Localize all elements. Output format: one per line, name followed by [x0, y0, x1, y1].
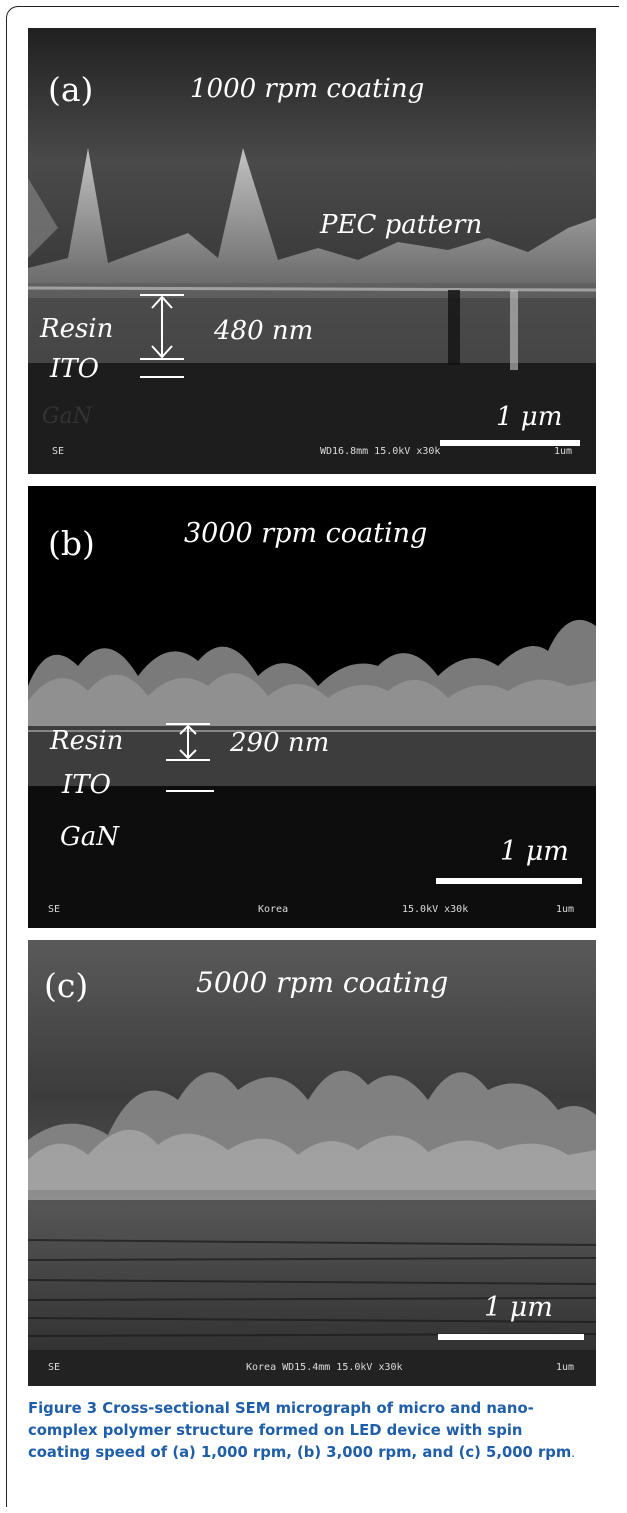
panel-a-pattern-annotation: PEC pattern [320, 210, 483, 240]
panel-c-title: 5000 rpm coating [196, 966, 449, 999]
panel-b-label: (b) [48, 524, 95, 563]
panel-b-thickness-arrow [166, 723, 210, 761]
sem-panel-c: (c) 5000 rpm coating 1 μm SE Korea WD15.… [28, 940, 596, 1386]
panel-a-sem-mode: SE [52, 446, 65, 457]
caption-end: . [571, 1446, 576, 1460]
panel-a-ito-label: ITO [50, 354, 99, 384]
panel-a-sem-params: WD16.8mm 15.0kV x30k [320, 446, 441, 457]
panel-c-label: (c) [44, 966, 89, 1005]
figure-frame [6, 6, 619, 1507]
caption-text: Cross-sectional SEM micrograph of micro … [28, 1400, 572, 1461]
panel-b-gan-label: GaN [60, 822, 120, 852]
panel-a-label: (a) [48, 70, 94, 109]
panel-b-sem-mode: SE [48, 904, 61, 915]
sem-panel-a: (a) 1000 rpm coating PEC pattern Resin 4… [28, 28, 596, 474]
panel-a-title: 1000 rpm coating [190, 74, 425, 104]
panel-a-thickness-arrow [140, 294, 184, 360]
caption-label: Figure 3 [28, 1400, 98, 1417]
panel-a-sem-unit: 1um [554, 446, 573, 457]
panel-b-sem-unit: 1um [556, 904, 575, 915]
sem-image-b [28, 486, 596, 928]
panel-a-scale-label: 1 μm [496, 402, 563, 432]
panel-b-scale-label: 1 μm [500, 836, 569, 867]
panel-a-thickness: 480 nm [214, 316, 314, 346]
panel-b-sem-params: 15.0kV x30k [402, 904, 469, 915]
panel-a-gan-label: GaN [42, 404, 92, 429]
panel-c-scale-bar [438, 1334, 584, 1340]
panel-c-sem-mode: SE [48, 1362, 61, 1373]
sem-image-c [28, 940, 596, 1386]
panel-b-scale-bar [436, 878, 582, 884]
panel-c-sem-unit: 1um [556, 1362, 575, 1373]
panel-b-thickness: 290 nm [230, 728, 330, 758]
panel-b-resin-label: Resin [50, 726, 124, 756]
sem-panel-b: (b) 3000 rpm coating Resin 290 nm ITO Ga… [28, 486, 596, 928]
figure-caption: Figure 3 Cross-sectional SEM micrograph … [28, 1398, 588, 1464]
panel-a-ito-line [140, 376, 184, 378]
panel-c-scale-label: 1 μm [484, 1292, 553, 1323]
panel-b-ito-label: ITO [62, 770, 111, 800]
panel-b-title: 3000 rpm coating [184, 518, 428, 549]
panel-c-sem-params: Korea WD15.4mm 15.0kV x30k [246, 1362, 403, 1373]
sem-image-a [28, 28, 596, 474]
panel-a-resin-label: Resin [40, 314, 114, 344]
panel-a-scale-bar [440, 440, 580, 446]
panel-b-sem-location: Korea [258, 904, 289, 915]
panel-b-ito-line [166, 790, 214, 792]
